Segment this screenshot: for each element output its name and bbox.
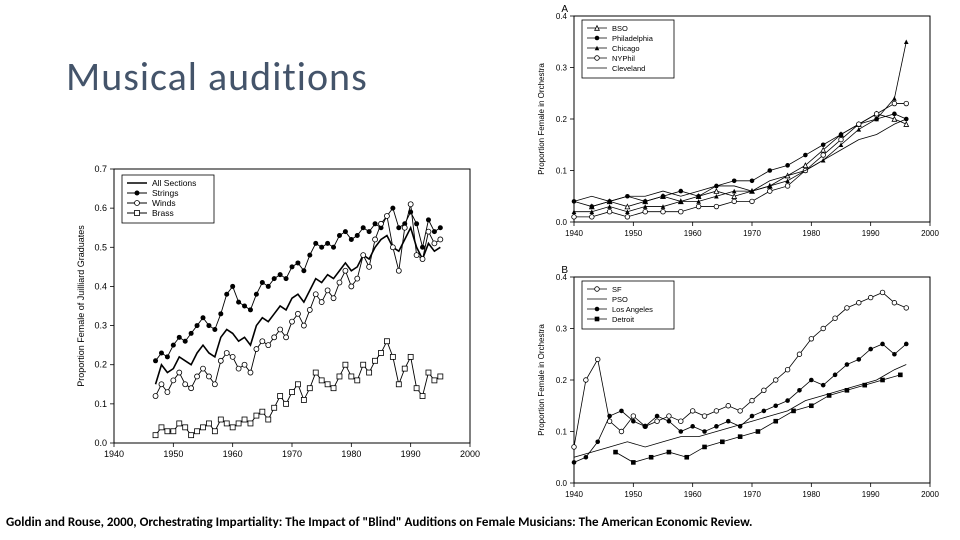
svg-text:1960: 1960 bbox=[684, 229, 702, 238]
svg-text:0.2: 0.2 bbox=[556, 376, 568, 385]
svg-text:0.1: 0.1 bbox=[94, 399, 107, 409]
svg-text:0.4: 0.4 bbox=[556, 273, 568, 282]
svg-text:0.3: 0.3 bbox=[556, 325, 568, 334]
svg-text:SF: SF bbox=[612, 285, 622, 294]
svg-text:1980: 1980 bbox=[802, 490, 820, 499]
svg-text:1970: 1970 bbox=[743, 229, 761, 238]
svg-text:1990: 1990 bbox=[862, 490, 880, 499]
svg-text:Strings: Strings bbox=[152, 188, 178, 198]
svg-text:0.0: 0.0 bbox=[94, 438, 107, 448]
svg-text:Chicago: Chicago bbox=[612, 44, 640, 53]
chart-juilliard: 0.0 0.1 0.2 0.3 0.4 0.5 0.6 0.7 1940 1950 1960 1970… bbox=[70, 157, 480, 467]
svg-text:1980: 1980 bbox=[802, 229, 820, 238]
svg-text:Philadelphia: Philadelphia bbox=[612, 34, 654, 43]
svg-text:Proportion Female of Juilliard: Proportion Female of Juilliard Graduates bbox=[76, 225, 86, 387]
svg-text:1990: 1990 bbox=[862, 229, 880, 238]
svg-text:0.0: 0.0 bbox=[556, 479, 568, 488]
svg-text:1950: 1950 bbox=[624, 490, 642, 499]
svg-text:1940: 1940 bbox=[565, 490, 583, 499]
svg-text:1950: 1950 bbox=[624, 229, 642, 238]
svg-text:NYPhil: NYPhil bbox=[612, 54, 635, 63]
slide-container: { "title": "Musical auditions", "citatio… bbox=[0, 0, 960, 540]
chart-orchestra-b: B0.00.10.20.30.4194019501960197019801990… bbox=[530, 265, 940, 505]
svg-text:0.4: 0.4 bbox=[94, 281, 107, 291]
svg-text:1940: 1940 bbox=[104, 449, 124, 459]
svg-text:Proportion Female in Orchestra: Proportion Female in Orchestra bbox=[537, 63, 546, 175]
svg-text:All Sections: All Sections bbox=[152, 178, 196, 188]
svg-text:1970: 1970 bbox=[282, 449, 302, 459]
svg-text:0.5: 0.5 bbox=[94, 242, 107, 252]
svg-text:2000: 2000 bbox=[921, 229, 939, 238]
svg-text:Proportion Female in Orchestra: Proportion Female in Orchestra bbox=[537, 324, 546, 436]
svg-text:0.4: 0.4 bbox=[556, 12, 568, 21]
svg-text:1940: 1940 bbox=[565, 229, 583, 238]
svg-text:Cleveland: Cleveland bbox=[612, 64, 645, 73]
svg-text:0.7: 0.7 bbox=[94, 164, 107, 174]
svg-text:0.1: 0.1 bbox=[556, 428, 568, 437]
svg-text:BSO: BSO bbox=[612, 24, 628, 33]
svg-text:0.0: 0.0 bbox=[556, 218, 568, 227]
svg-text:1960: 1960 bbox=[223, 449, 243, 459]
svg-text:0.2: 0.2 bbox=[94, 360, 107, 370]
svg-text:0.3: 0.3 bbox=[94, 321, 107, 331]
citation-text: Goldin and Rouse, 2000, Orchestrating Im… bbox=[6, 515, 753, 530]
svg-text:1990: 1990 bbox=[401, 449, 421, 459]
svg-text:PSO: PSO bbox=[612, 295, 628, 304]
svg-text:0.1: 0.1 bbox=[556, 167, 568, 176]
svg-text:2000: 2000 bbox=[921, 490, 939, 499]
svg-text:0.3: 0.3 bbox=[556, 64, 568, 73]
slide-title: Musical auditions bbox=[66, 52, 368, 101]
svg-text:0.2: 0.2 bbox=[556, 115, 568, 124]
chart-orchestra-a: A0.00.10.20.30.4194019501960197019801990… bbox=[530, 4, 940, 244]
svg-text:2000: 2000 bbox=[460, 449, 480, 459]
svg-text:Detroit: Detroit bbox=[612, 315, 635, 324]
svg-text:1980: 1980 bbox=[341, 449, 361, 459]
svg-text:1950: 1950 bbox=[163, 449, 183, 459]
svg-text:1970: 1970 bbox=[743, 490, 761, 499]
svg-text:1960: 1960 bbox=[684, 490, 702, 499]
svg-text:Winds: Winds bbox=[152, 198, 176, 208]
svg-text:Los Angeles: Los Angeles bbox=[612, 305, 653, 314]
svg-text:0.6: 0.6 bbox=[94, 203, 107, 213]
svg-text:Brass: Brass bbox=[152, 208, 174, 218]
